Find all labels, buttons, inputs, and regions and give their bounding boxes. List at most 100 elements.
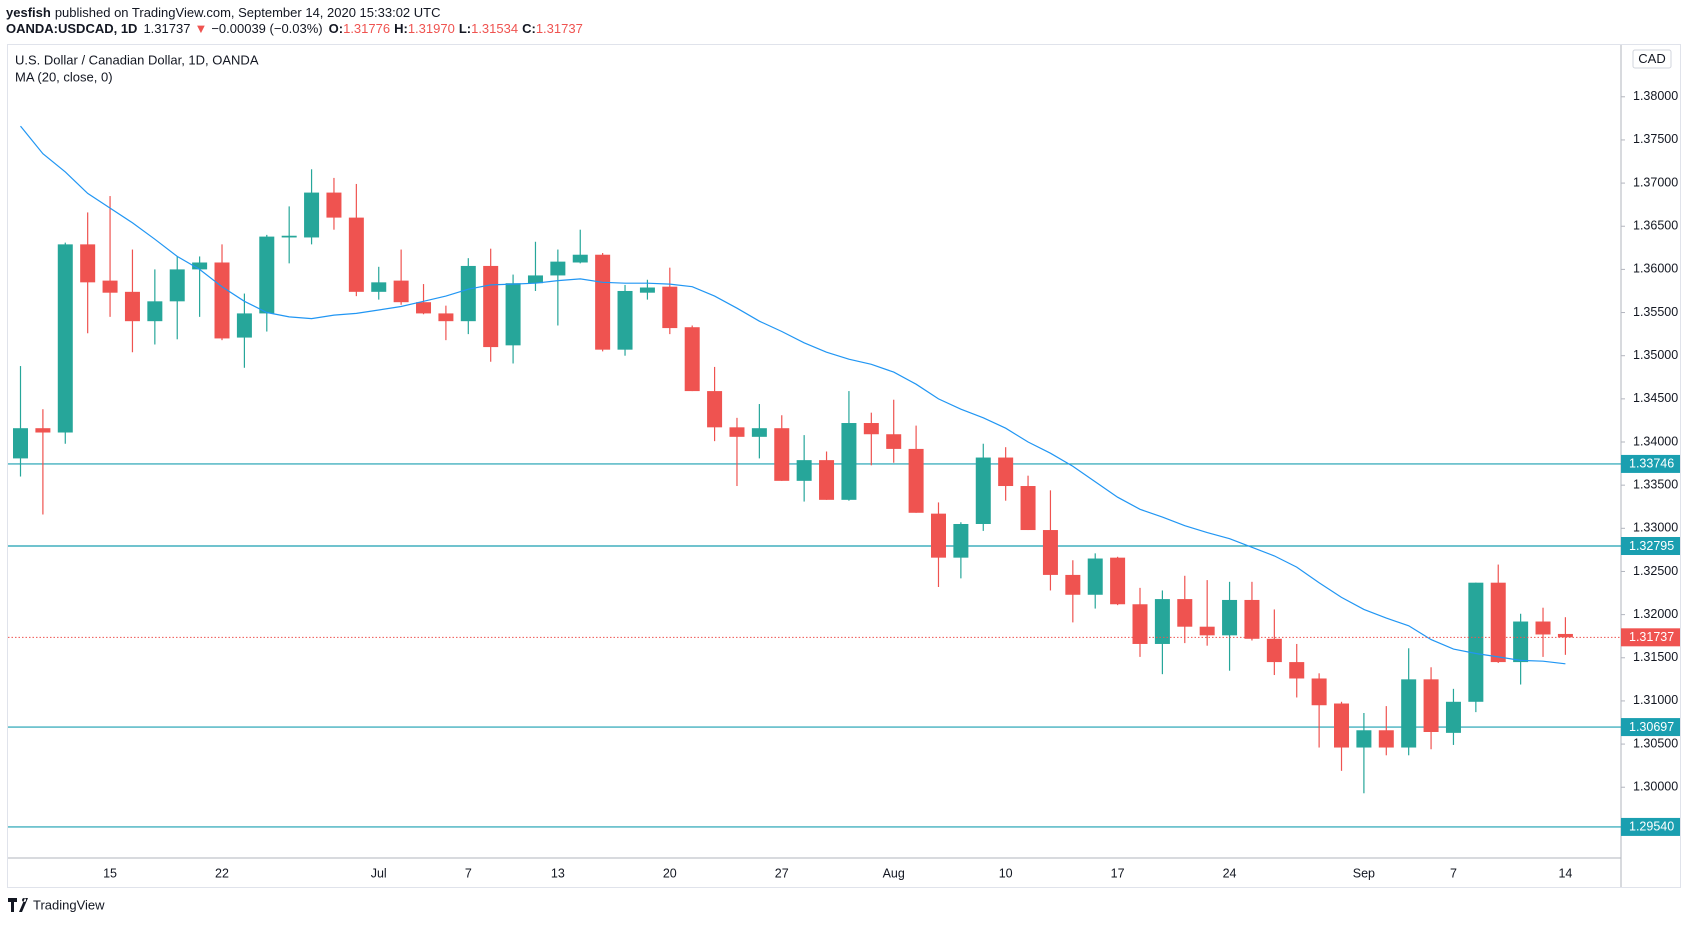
- candle-body: [774, 428, 790, 481]
- last-price: 1.31737: [143, 21, 190, 36]
- candle-body: [998, 457, 1014, 487]
- publisher: published on TradingView.com, September …: [55, 5, 441, 20]
- candle-body: [1177, 599, 1193, 627]
- candle-body: [1222, 599, 1238, 636]
- high-value: 1.31970: [408, 21, 455, 36]
- candle-body: [662, 286, 678, 329]
- candle-body: [192, 262, 208, 270]
- change: −0.00039 (−0.03%): [211, 21, 322, 36]
- x-tick-label: 13: [551, 866, 565, 880]
- candle-body: [393, 280, 409, 303]
- x-tick-label: Sep: [1353, 866, 1375, 880]
- line-price-badge: [1621, 718, 1680, 737]
- candle-body: [214, 262, 230, 339]
- candle-body: [886, 434, 902, 449]
- y-tick-label: 1.37500: [1633, 132, 1678, 146]
- candle-body: [1244, 599, 1260, 639]
- candle-body: [1132, 604, 1148, 644]
- candle-body: [863, 423, 879, 435]
- candle-body: [1334, 703, 1350, 748]
- candle-body: [1557, 633, 1573, 638]
- y-tick-label: 1.34000: [1633, 434, 1678, 448]
- high-label: H:: [394, 21, 408, 36]
- candle-body: [483, 265, 499, 348]
- candle-body: [617, 290, 633, 350]
- currency-box[interactable]: [1632, 49, 1672, 69]
- y-tick-label: 1.35500: [1633, 305, 1678, 319]
- candle-body: [1087, 558, 1103, 595]
- legend-entry: MA (20, close, 0): [15, 69, 113, 84]
- chart-title: U.S. Dollar / Canadian Dollar, 1D, OANDA: [15, 52, 259, 67]
- y-tick-label: 1.31000: [1633, 693, 1678, 707]
- candle-body: [13, 428, 28, 459]
- candle-body: [908, 448, 924, 513]
- candle-body: [281, 235, 297, 238]
- y-tick-label: 1.33500: [1633, 477, 1678, 491]
- candle-body: [147, 301, 163, 322]
- line-price-badge: [1621, 537, 1680, 556]
- candle-body: [35, 428, 51, 433]
- x-tick-label: 24: [1223, 866, 1237, 880]
- x-tick-label: 7: [1450, 866, 1457, 880]
- line-price-badge: [1621, 454, 1680, 473]
- candle-body: [930, 513, 946, 558]
- x-tick-label: 27: [775, 866, 789, 880]
- y-tick-label: 1.30500: [1633, 736, 1678, 750]
- change-arrow: ▼: [194, 21, 207, 36]
- candle-body: [1445, 701, 1461, 733]
- last-price-label: 1.31737: [1629, 630, 1674, 644]
- publisher-line: yesfish published on TradingView.com, Sep…: [6, 5, 440, 20]
- candle-body: [1468, 582, 1484, 702]
- candle-body: [102, 280, 118, 293]
- candle-body: [1356, 730, 1372, 748]
- candle-body: [505, 283, 521, 346]
- candle-body: [1020, 486, 1036, 531]
- brand-logo[interactable]: TradingView: [8, 897, 105, 912]
- moving-average-line: [20, 125, 1566, 665]
- logo-icon: [8, 898, 28, 912]
- y-tick-label: 1.37000: [1633, 175, 1678, 189]
- candle-body: [707, 391, 723, 428]
- candle-body: [819, 460, 835, 500]
- candle-body: [1513, 621, 1529, 663]
- candle-body: [975, 457, 991, 524]
- symbol: OANDA:USDCAD, 1D: [6, 21, 137, 36]
- line-price-badge: [1621, 817, 1680, 836]
- candle-body: [550, 261, 566, 276]
- user: yesfish: [6, 5, 51, 20]
- candle-body: [80, 244, 96, 283]
- currency: CAD: [1638, 51, 1665, 66]
- candle-body: [1311, 678, 1327, 706]
- candle-body: [595, 254, 611, 350]
- candle-body: [1154, 599, 1170, 644]
- x-tick-label: 17: [1111, 866, 1125, 880]
- candle-body: [1423, 679, 1439, 732]
- candle-body: [1042, 530, 1058, 575]
- candle-body: [1110, 557, 1126, 605]
- candle-body: [729, 427, 745, 437]
- open-value: 1.31776: [343, 21, 390, 36]
- x-tick-label: 22: [215, 866, 229, 880]
- candle-body: [371, 282, 387, 292]
- candle-body: [796, 460, 812, 481]
- candle-body: [416, 302, 432, 314]
- y-tick-label: 1.32500: [1633, 564, 1678, 578]
- y-tick-label: 1.36000: [1633, 262, 1678, 276]
- candle-body: [124, 291, 140, 322]
- candle-body: [438, 313, 454, 322]
- candle-body: [348, 217, 364, 292]
- y-tick-label: 1.35000: [1633, 348, 1678, 362]
- y-tick-label: 1.30000: [1633, 780, 1678, 794]
- y-tick-label: 1.36500: [1633, 219, 1678, 233]
- x-tick-label: 10: [999, 866, 1013, 880]
- candle-body: [1401, 679, 1417, 748]
- close-value: 1.31737: [536, 21, 583, 36]
- candle-body: [1065, 574, 1081, 595]
- candle-body: [639, 287, 655, 293]
- line-price-label: 1.33746: [1629, 457, 1674, 471]
- candle-body: [169, 269, 185, 302]
- candle-body: [953, 523, 969, 558]
- candle-body: [1490, 582, 1506, 663]
